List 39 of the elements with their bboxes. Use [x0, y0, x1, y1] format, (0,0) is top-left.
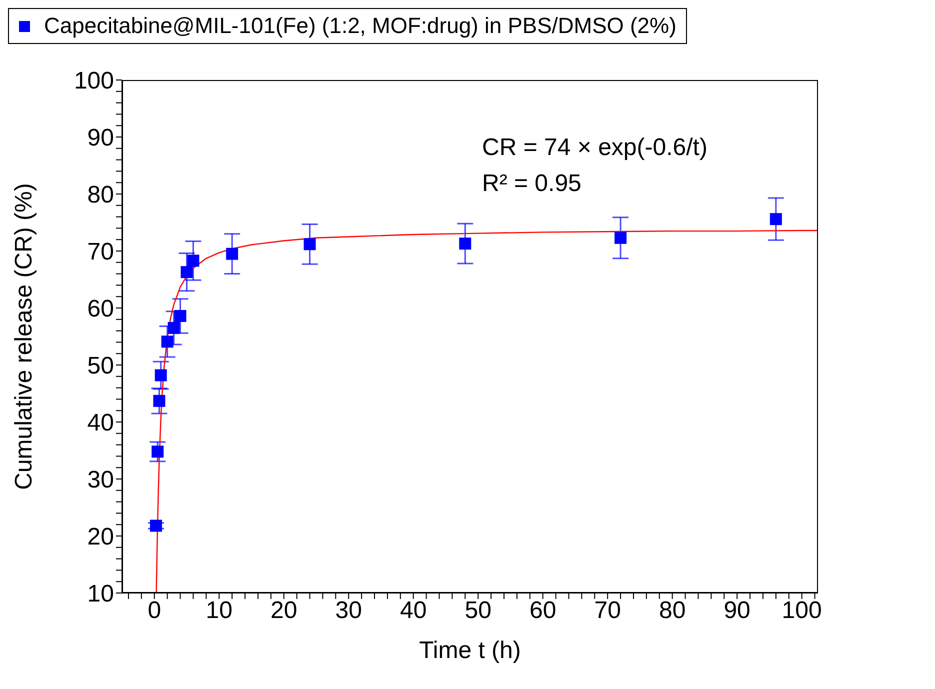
y-tick-label: 20 [87, 524, 114, 551]
x-tick-label: 70 [594, 597, 621, 624]
point [459, 238, 472, 250]
x-tick-label: 100 [782, 597, 822, 624]
x-tick-label: 80 [658, 597, 686, 624]
point [154, 369, 167, 382]
x-tick-label: 50 [464, 597, 492, 624]
x-tick-label: 20 [270, 597, 298, 624]
point [174, 310, 186, 322]
x-tick-label: 90 [724, 597, 750, 624]
y-tick-label: 60 [87, 296, 114, 323]
y-tick-label: 80 [87, 182, 114, 209]
point [614, 232, 627, 244]
y-tick-label: 30 [87, 466, 114, 494]
point [152, 446, 164, 458]
x-tick-label: 30 [335, 597, 362, 624]
point [150, 520, 162, 532]
point [168, 322, 180, 334]
x-tick-label: 0 [148, 597, 162, 624]
x-axis-title: Time t (h) [419, 637, 521, 664]
point [161, 336, 174, 348]
legend-label: Capecitabine@MIL-101(Fe) (1:2, MOF:drug) in PBS/DMSO (2%) [44, 13, 676, 39]
y-axis-title: Cumulative release (CR) (%) [10, 183, 38, 490]
point [304, 238, 316, 250]
annotation: R² = 0.95 [482, 169, 582, 199]
point [180, 266, 193, 278]
y-tick-label: 40 [87, 410, 114, 437]
y-tick-label: 90 [87, 124, 114, 152]
annotation: CR = 74 × exp(-0.6/t) [482, 133, 708, 163]
y-tick-label: 70 [87, 238, 114, 266]
x-tick-label: 40 [400, 597, 427, 624]
x-tick-label: 10 [206, 597, 232, 624]
point [187, 254, 200, 267]
point [153, 394, 166, 407]
y-tick-label: 100 [74, 68, 114, 95]
y-tick-label: 50 [87, 352, 114, 380]
point [770, 213, 782, 226]
x-tick-label: 60 [529, 597, 556, 624]
point [226, 248, 238, 260]
